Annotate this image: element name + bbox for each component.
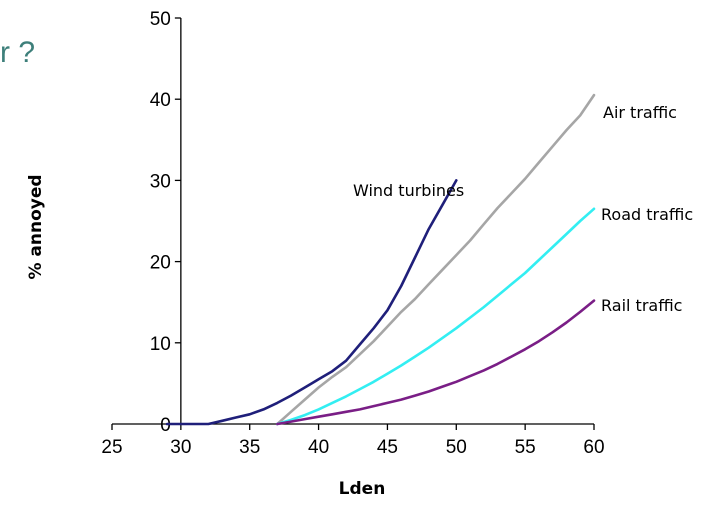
- x-tick-label: 55: [515, 437, 536, 458]
- series-labels: Wind turbines Air traffic Road traffic Rail…: [353, 103, 693, 315]
- series-line-rail: [275, 299, 596, 426]
- x-tick-label: 35: [239, 437, 260, 458]
- x-ticks: 25 30 35 40 45 50 55 60: [101, 424, 605, 458]
- x-axis-title: Lden: [339, 479, 386, 499]
- series-label-air: Air traffic: [603, 103, 677, 122]
- x-tick-label: 25: [101, 437, 122, 458]
- y-axis-title: % annoyed: [26, 174, 46, 279]
- y-tick-label: 10: [150, 334, 171, 355]
- x-tick-label: 50: [446, 437, 467, 458]
- y-tick-label: 0: [160, 415, 171, 436]
- y-tick-label: 30: [150, 171, 171, 192]
- y-tick-label: 20: [150, 253, 171, 274]
- axes: [112, 18, 594, 425]
- corner-text: r ?: [0, 36, 35, 69]
- x-tick-label: 30: [170, 437, 191, 458]
- y-ticks: 0 10 20 30 40 50: [150, 9, 181, 436]
- series-line-road: [275, 207, 596, 426]
- y-tick-label: 50: [150, 9, 171, 30]
- x-tick-label: 45: [377, 437, 398, 458]
- series-label-rail: Rail traffic: [601, 296, 682, 315]
- series-lines: [165, 93, 596, 426]
- series-label-wind: Wind turbines: [353, 181, 464, 200]
- y-tick-label: 40: [150, 90, 171, 111]
- series-line-air: [275, 93, 596, 426]
- x-tick-label: 40: [308, 437, 329, 458]
- series-label-road: Road traffic: [601, 205, 693, 224]
- series-line-wind: [165, 179, 458, 426]
- x-tick-label: 60: [583, 437, 604, 458]
